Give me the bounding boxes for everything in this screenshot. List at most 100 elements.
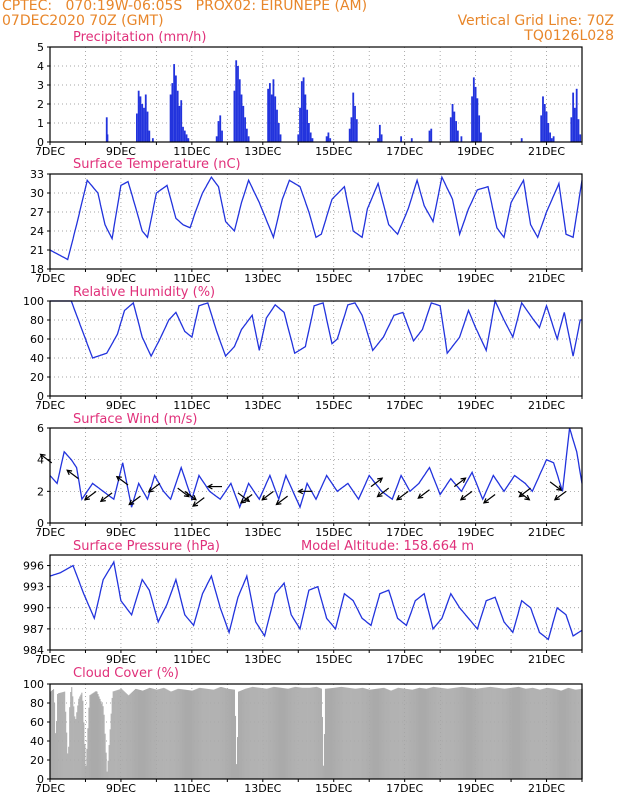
wind-arrow xyxy=(177,487,190,498)
cloud-bar xyxy=(275,687,277,779)
cloud-bar xyxy=(123,691,125,779)
cloud-bar xyxy=(454,687,456,779)
cloud-bar xyxy=(229,689,231,779)
precip-bar xyxy=(169,94,172,142)
cloud-bar xyxy=(496,687,498,779)
x-tick-label: 7DEC xyxy=(35,782,65,795)
cloud-bar xyxy=(431,687,433,779)
precip-bar xyxy=(171,83,174,142)
cloud-bar xyxy=(121,689,123,779)
cloud-bar xyxy=(426,688,428,779)
cloud-bar xyxy=(382,687,384,779)
cloud-bar xyxy=(523,688,525,779)
cloud-bar xyxy=(457,687,459,779)
cloud-bar xyxy=(320,688,322,779)
wind-arrow-head xyxy=(239,498,246,504)
cloud-bar xyxy=(64,691,66,779)
y-tick-label: 80 xyxy=(30,697,44,710)
cloud-bar xyxy=(555,689,557,779)
cloud-bar xyxy=(536,688,538,779)
cloud-bar xyxy=(346,687,348,779)
cloud-bar xyxy=(436,687,438,779)
cloud-bar xyxy=(155,689,157,779)
cloud-bar xyxy=(256,687,258,779)
cloud-bar xyxy=(253,686,255,779)
x-tick-label: 13DEC xyxy=(244,145,281,158)
panel-title: Cloud Cover (%) xyxy=(73,666,179,681)
cloud-bar xyxy=(509,687,511,779)
cloud-bar xyxy=(467,687,469,779)
precip-bar xyxy=(244,117,246,142)
cloud-bar xyxy=(68,746,70,779)
cloud-bar xyxy=(430,687,432,779)
cloud-bar xyxy=(74,716,76,779)
y-tick-label: 4 xyxy=(37,60,44,73)
cloud-bar xyxy=(167,689,169,779)
wind-arrow xyxy=(396,490,409,501)
cloud-bar xyxy=(144,689,146,779)
cloud-bar xyxy=(421,688,424,779)
cloud-bar xyxy=(197,688,199,779)
cloud-bar xyxy=(303,687,305,779)
precip-bar xyxy=(575,88,578,142)
cloud-bar xyxy=(338,687,340,779)
cloud-bar xyxy=(516,687,519,779)
panel-title: Surface Pressure (hPa) xyxy=(73,539,220,554)
cloud-bar xyxy=(58,693,60,779)
wind-arrow xyxy=(377,487,390,498)
cloud-bar xyxy=(252,686,254,779)
series-line xyxy=(49,560,583,641)
wind-arrow xyxy=(417,489,430,499)
wind-arrow-head xyxy=(99,496,106,503)
cloud-bar xyxy=(134,688,136,779)
cloud-bar xyxy=(350,688,352,779)
cloud-bar xyxy=(474,688,476,779)
cloud-bar xyxy=(124,692,126,779)
precip-bar xyxy=(471,96,473,142)
x-tick-label: 21DEC xyxy=(528,782,565,795)
cloud-bar xyxy=(109,729,111,779)
cloud-bar xyxy=(238,691,240,779)
cloud-bar xyxy=(290,687,292,779)
cloud-bar xyxy=(358,688,360,779)
cloud-bar xyxy=(556,689,558,779)
cloud-bar xyxy=(383,687,385,779)
cloud-bar xyxy=(491,687,493,779)
cloud-bar xyxy=(551,688,553,779)
cloud-bar xyxy=(414,688,416,779)
cloud-bar xyxy=(317,687,319,779)
x-tick-label: 11DEC xyxy=(173,399,210,412)
cloud-bar xyxy=(170,691,172,779)
wind-arrow xyxy=(100,492,113,502)
cloud-bar xyxy=(445,688,447,779)
cloud-bar xyxy=(141,690,144,779)
cloud-bar xyxy=(291,687,293,779)
cloud-bar xyxy=(201,688,203,779)
x-tick-label: 7DEC xyxy=(35,145,65,158)
x-tick-label: 21DEC xyxy=(528,272,565,285)
cloud-bar xyxy=(417,688,419,779)
precip-bar xyxy=(329,138,332,142)
wind-arrow-head xyxy=(482,498,489,504)
cloud-bar xyxy=(377,688,379,779)
cloud-bar xyxy=(257,687,259,779)
cloud-bar xyxy=(211,689,213,779)
cloud-bar xyxy=(451,688,453,779)
cloud-bar xyxy=(91,693,93,779)
cloud-bar xyxy=(293,687,295,779)
cloud-bar xyxy=(498,688,500,779)
cloud-bar xyxy=(528,688,530,779)
cloud-bar xyxy=(369,689,371,779)
cloud-bar xyxy=(119,689,121,779)
wind-arrow xyxy=(66,469,79,480)
cloud-bar xyxy=(196,688,198,779)
cloud-bar xyxy=(423,688,426,779)
cloud-bar xyxy=(469,687,471,779)
cloud-bar xyxy=(312,687,314,779)
cloud-bar xyxy=(495,687,497,779)
x-tick-label: 19DEC xyxy=(457,272,494,285)
cloud-bar xyxy=(464,687,466,779)
cloud-bar xyxy=(567,687,569,779)
precip-bar xyxy=(460,136,463,142)
cloud-bar xyxy=(56,721,58,779)
